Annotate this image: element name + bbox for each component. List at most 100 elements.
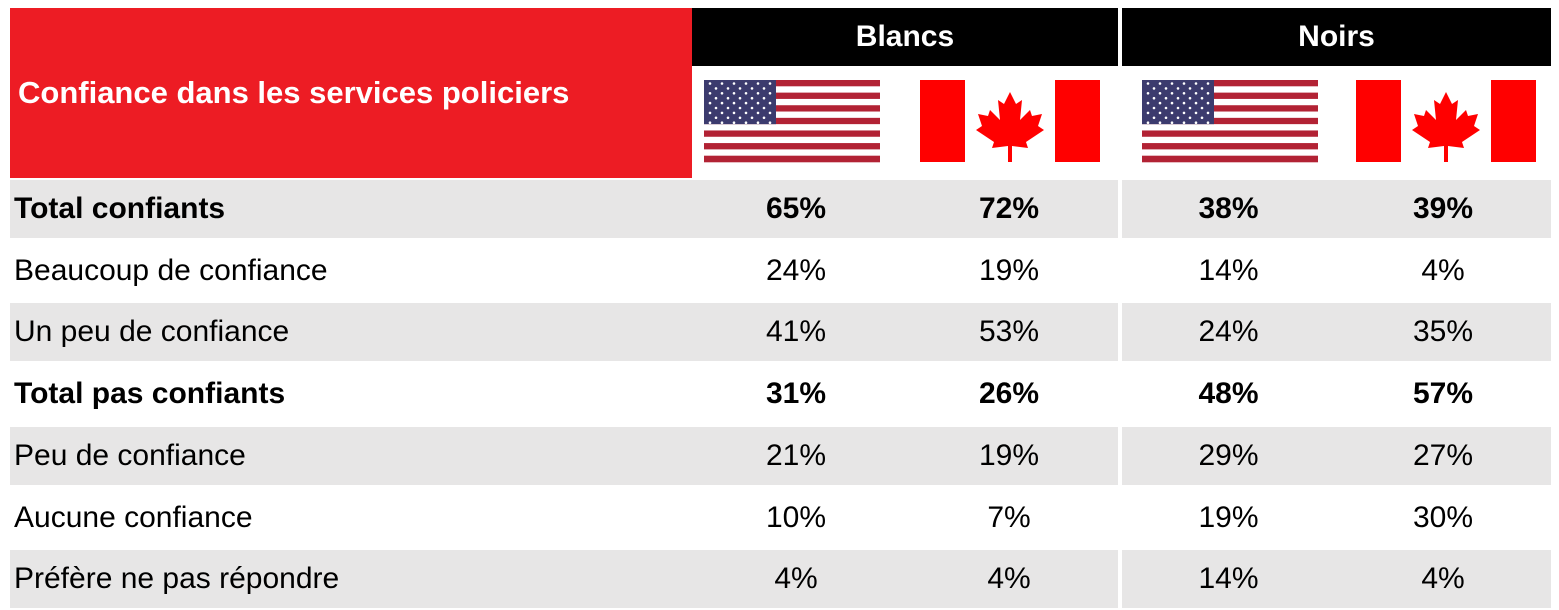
flag-part <box>720 111 724 115</box>
flag-part <box>1206 92 1210 95</box>
flag-part <box>756 111 760 115</box>
group-separator <box>1118 303 1122 362</box>
flag-part <box>1142 155 1318 163</box>
flag-part <box>704 143 880 150</box>
row-label: Total confiants <box>14 192 226 225</box>
row-label: Beaucoup de confiance <box>14 253 328 287</box>
group-separator <box>1118 426 1122 485</box>
flag-part <box>1170 111 1174 115</box>
cell-value: 24% <box>1198 315 1259 349</box>
flag-part <box>1206 121 1210 124</box>
flag-part <box>768 82 772 85</box>
cell-value: 41% <box>765 315 827 349</box>
flag-part <box>1194 82 1198 85</box>
flag-part <box>726 87 730 90</box>
group-separator <box>1118 550 1122 609</box>
canada-flag <box>1356 80 1536 162</box>
flag-part <box>1152 87 1156 90</box>
row-label: Préfère ne pas répondre <box>14 562 340 596</box>
flag-part <box>1164 87 1168 90</box>
flag-part <box>704 155 880 163</box>
flag-part <box>704 149 880 156</box>
flag-part <box>704 98 880 106</box>
flag-part <box>1176 96 1180 100</box>
cell-value: 39% <box>1412 192 1474 225</box>
flag-part <box>744 92 748 95</box>
flag-part <box>1146 121 1150 124</box>
flag-part <box>1200 96 1204 100</box>
group-separator <box>1118 241 1122 300</box>
flag-part <box>1055 80 1100 162</box>
flag-part <box>1158 101 1162 105</box>
flag-part <box>714 106 718 110</box>
flag-part <box>708 101 712 105</box>
cell-value: 14% <box>1198 562 1259 596</box>
flag-part <box>1182 92 1186 95</box>
flag-part <box>1176 87 1180 90</box>
flag-part <box>1188 106 1192 110</box>
flag-part <box>1194 101 1198 105</box>
flag-part <box>1176 116 1180 120</box>
flag-part <box>732 82 736 85</box>
flag-part <box>1206 82 1210 85</box>
flag-part <box>1176 106 1180 110</box>
flag-part <box>768 92 772 95</box>
flag-part <box>1182 111 1186 115</box>
flag-part <box>732 121 736 124</box>
flag-part <box>1170 121 1174 124</box>
flag-part <box>756 82 760 85</box>
flag-part <box>1182 121 1186 124</box>
flag-part <box>704 80 880 87</box>
flag-part <box>1146 82 1150 85</box>
cell-value: 38% <box>1198 192 1259 225</box>
flag-part <box>750 116 754 120</box>
cell-value: 4% <box>1421 562 1465 596</box>
flag-part <box>750 96 754 100</box>
flag-part <box>1142 80 1318 87</box>
flag-part <box>744 121 748 124</box>
cell-value: 19% <box>1198 500 1259 534</box>
table-row: Peu de confiance 21% 19% 29% 27% <box>10 426 1551 485</box>
group-separator <box>1118 488 1122 547</box>
flag-part <box>1164 106 1168 110</box>
flag-part <box>1164 96 1168 100</box>
flag-part <box>1412 92 1480 162</box>
flag-part <box>708 82 712 85</box>
flag-part <box>1142 136 1318 144</box>
flag-part <box>1142 130 1318 138</box>
flag-part <box>768 101 772 105</box>
cell-value: 24% <box>765 253 827 287</box>
flag-part <box>1200 106 1204 110</box>
flag-part <box>1170 82 1174 85</box>
table-row: Un peu de confiance 41% 53% 24% 35% <box>10 303 1551 362</box>
flag-part <box>1142 111 1318 119</box>
flag-part <box>1158 111 1162 115</box>
group-header: Noirs <box>1122 8 1551 66</box>
flag-part <box>762 116 766 120</box>
table-row: Total confiants 65% 72% 38% 39% <box>10 180 1551 238</box>
cell-value: 53% <box>978 315 1040 349</box>
flag-part <box>1170 92 1174 95</box>
row-label: Aucune confiance <box>14 500 253 534</box>
flag-part <box>1194 92 1198 95</box>
flag-part <box>720 101 724 105</box>
flags <box>704 80 1536 163</box>
flag-part <box>720 82 724 85</box>
us-flag <box>1142 80 1318 163</box>
cell-value: 31% <box>765 377 827 411</box>
flag-part <box>1194 111 1198 115</box>
cell-value: 4% <box>1421 253 1465 287</box>
group-separator <box>1118 365 1122 424</box>
flag-part <box>732 111 736 115</box>
flag-part <box>762 87 766 90</box>
us-flag <box>704 80 880 163</box>
cell-value: 4% <box>987 562 1031 596</box>
flag-part <box>1194 121 1198 124</box>
flag-part <box>1188 116 1192 120</box>
flag-part <box>1146 92 1150 95</box>
row-label: Un peu de confiance <box>14 315 290 349</box>
cell-value: 19% <box>978 438 1040 472</box>
flag-part <box>1182 101 1186 105</box>
flag-part <box>704 130 880 138</box>
